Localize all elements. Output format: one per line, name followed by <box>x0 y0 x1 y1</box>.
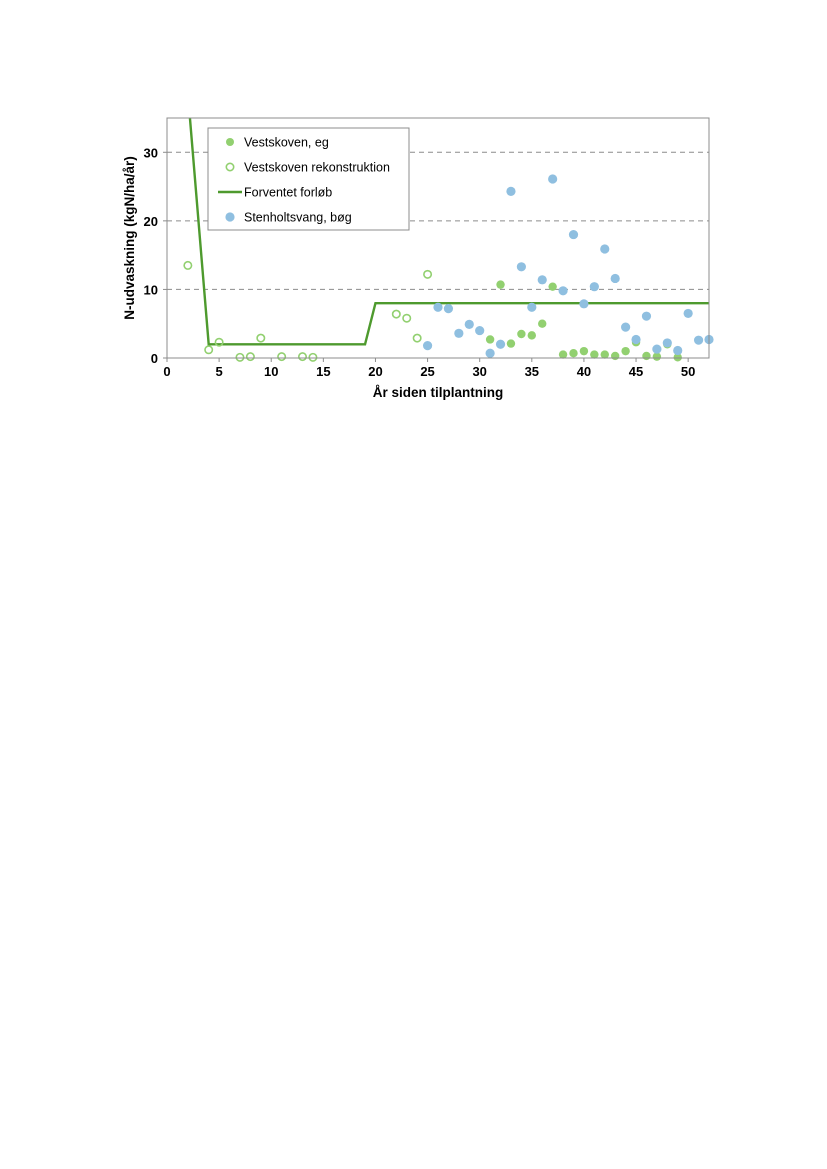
y-tick-label-20: 20 <box>144 214 158 229</box>
point-stenholtsvang-boeg-15 <box>579 299 589 309</box>
y-tick-label-30: 30 <box>144 145 158 160</box>
point-vestskoven-rekonstruktion-10 <box>402 313 412 323</box>
y-tick-label-10: 10 <box>144 282 158 297</box>
point-vestskoven-rekonstruktion-2 <box>214 337 224 347</box>
point-vestskoven-eg-0 <box>485 335 495 344</box>
x-tick-label-5: 5 <box>215 364 222 379</box>
legend-label-vestskoven-eg: Vestskoven, eg <box>244 136 329 150</box>
point-vestskoven-rekonstruktion-11 <box>412 333 422 343</box>
point-vestskoven-eg-8 <box>569 349 578 358</box>
plot-area-frame <box>166 117 710 359</box>
x-axis-title: År siden tilplantning <box>373 385 504 400</box>
x-tick-label-10: 10 <box>264 364 278 379</box>
legend-marker-vestskoven-eg <box>226 138 234 146</box>
point-vestskoven-eg-6 <box>548 282 557 291</box>
point-vestskoven-eg-12 <box>610 351 620 361</box>
axis-ticks: 0 5 10 15 20 25 30 35 40 45 50 0 10 20 30 <box>144 145 696 379</box>
point-vestskoven-eg-2 <box>506 339 516 348</box>
point-stenholtsvang-boeg-6 <box>485 348 495 358</box>
point-vestskoven-rekonstruktion-6 <box>277 352 287 362</box>
point-vestskoven-eg-5 <box>538 319 547 328</box>
x-tick-label-50: 50 <box>681 364 695 379</box>
point-vestskoven-rekonstruktion-3 <box>235 352 245 362</box>
x-tick-label-0: 0 <box>163 364 170 379</box>
legend-label-forventet-forloeb: Forventet forløb <box>244 186 332 200</box>
point-stenholtsvang-boeg-10 <box>527 302 537 312</box>
point-stenholtsvang-boeg-11 <box>537 275 547 285</box>
point-vestskoven-eg-7 <box>558 350 568 359</box>
legend-label-vestskoven-rekonstruktion: Vestskoven rekonstruktion <box>244 161 390 175</box>
point-stenholtsvang-boeg-25 <box>683 308 693 319</box>
point-stenholtsvang-boeg-0 <box>422 341 433 351</box>
point-vestskoven-rekonstruktion-0 <box>183 260 193 270</box>
point-stenholtsvang-boeg-21 <box>641 311 652 321</box>
x-tick-label-15: 15 <box>316 364 330 379</box>
data-points <box>183 174 714 362</box>
point-stenholtsvang-boeg-20 <box>631 334 641 345</box>
point-vestskoven-eg-16 <box>652 352 662 361</box>
point-stenholtsvang-boeg-1 <box>433 302 443 312</box>
x-tick-label-20: 20 <box>368 364 382 379</box>
x-tick-label-40: 40 <box>577 364 591 379</box>
point-stenholtsvang-boeg-9 <box>516 262 526 272</box>
point-stenholtsvang-boeg-23 <box>662 338 672 348</box>
point-vestskoven-eg-3 <box>517 329 526 339</box>
point-vestskoven-eg-18 <box>673 353 682 362</box>
point-vestskoven-rekonstruktion-9 <box>391 309 401 319</box>
point-stenholtsvang-boeg-3 <box>454 328 464 338</box>
point-stenholtsvang-boeg-18 <box>610 273 620 284</box>
point-stenholtsvang-boeg-26 <box>693 335 704 345</box>
legend-label-stenholtsvang-boeg: Stenholtsvang, bøg <box>244 211 352 225</box>
x-tick-label-45: 45 <box>629 364 643 379</box>
point-vestskoven-eg-9 <box>579 346 589 356</box>
point-vestskoven-eg-15 <box>642 351 651 361</box>
x-tick-label-25: 25 <box>420 364 434 379</box>
legend: Vestskoven, eg Vestskoven rekonstruktion… <box>207 127 410 231</box>
legend-box <box>207 127 410 231</box>
point-stenholtsvang-boeg-7 <box>495 339 506 349</box>
point-vestskoven-rekonstruktion-7 <box>297 352 307 362</box>
expected-course-line-layer <box>188 118 709 346</box>
point-vestskoven-rekonstruktion-4 <box>245 352 255 362</box>
point-vestskoven-rekonstruktion-1 <box>204 345 214 355</box>
point-vestskoven-rekonstruktion-5 <box>256 333 266 343</box>
x-tick-label-30: 30 <box>472 364 486 379</box>
point-stenholtsvang-boeg-13 <box>558 286 568 296</box>
point-vestskoven-eg-10 <box>590 350 599 359</box>
point-stenholtsvang-boeg-5 <box>475 325 485 336</box>
point-vestskoven-eg-1 <box>496 280 505 289</box>
point-stenholtsvang-boeg-4 <box>464 319 474 329</box>
y-axis-title: N-udvaskning (kgN/ha/år) <box>122 156 137 320</box>
x-tick-label-35: 35 <box>525 364 539 379</box>
series-line-forventet-forloeb <box>188 118 709 346</box>
y-tick-label-0: 0 <box>151 351 158 366</box>
point-stenholtsvang-boeg-16 <box>589 282 599 292</box>
point-stenholtsvang-boeg-19 <box>621 322 631 332</box>
point-vestskoven-eg-4 <box>527 331 537 340</box>
point-stenholtsvang-boeg-8 <box>506 186 516 196</box>
point-vestskoven-eg-11 <box>600 350 609 359</box>
point-stenholtsvang-boeg-22 <box>652 344 662 354</box>
point-stenholtsvang-boeg-12 <box>548 174 558 184</box>
legend-marker-vestskoven-rekonstruktion <box>225 162 235 172</box>
point-stenholtsvang-boeg-24 <box>673 345 683 356</box>
point-stenholtsvang-boeg-14 <box>568 229 579 240</box>
point-stenholtsvang-boeg-2 <box>443 304 454 314</box>
point-stenholtsvang-boeg-17 <box>600 244 610 254</box>
point-vestskoven-eg-13 <box>621 346 630 356</box>
point-vestskoven-rekonstruktion-8 <box>308 352 318 362</box>
legend-marker-stenholtsvang-boeg <box>225 212 235 222</box>
point-vestskoven-rekonstruktion-12 <box>423 269 433 279</box>
